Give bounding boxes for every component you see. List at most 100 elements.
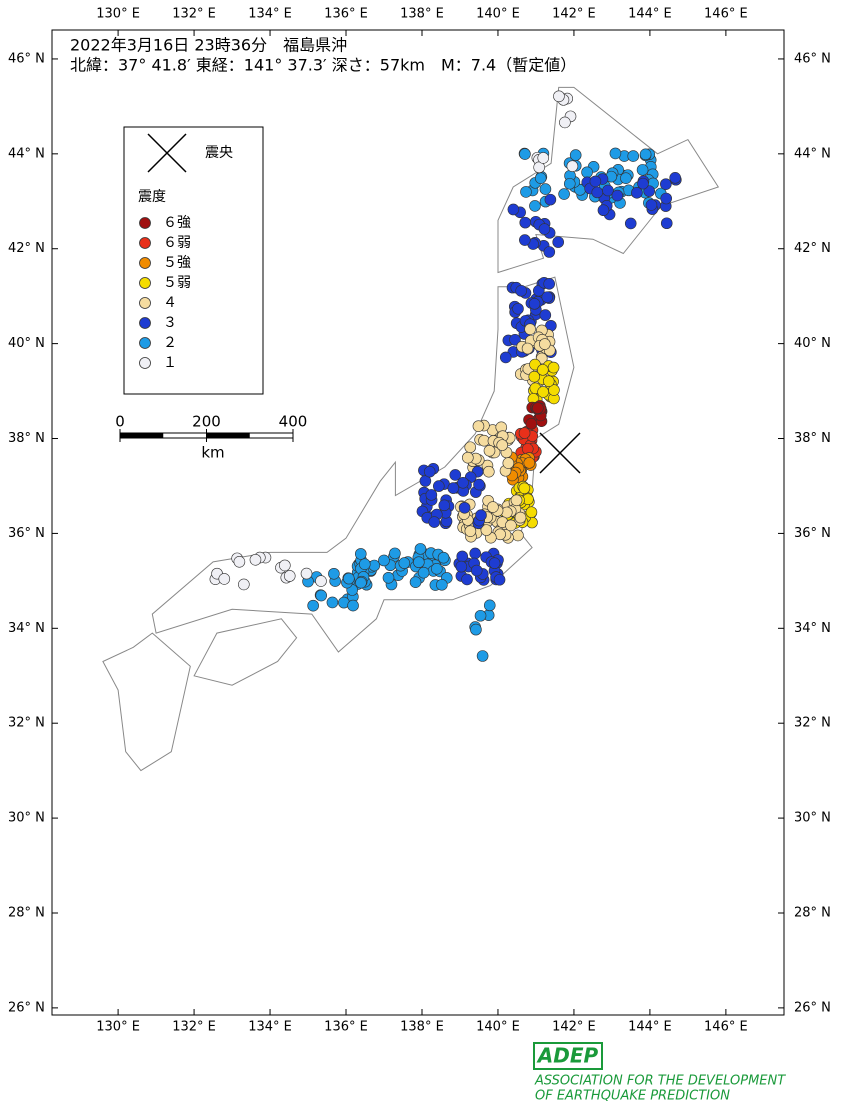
station-dot [423,465,436,478]
lat-label: 32° N [794,716,831,731]
station-dot [488,557,501,570]
lon-label: 132° E [172,7,216,22]
station-dot [547,361,560,374]
lat-label: 28° N [8,905,45,920]
lon-label: 140° E [476,7,520,22]
station-dot [474,609,487,622]
station-dot [218,573,231,585]
station-dot [475,509,487,521]
station-dot [487,501,499,513]
station-dot [462,451,474,464]
station-dot [563,177,576,190]
lon-label: 144° E [628,1020,672,1035]
station-dot [378,554,390,567]
logo-box [533,1042,603,1070]
legend-x [147,133,187,173]
lat-label: 40° N [794,336,831,351]
map-frame [51,29,785,1016]
station-dot [524,323,536,335]
legend-label: ２ [163,335,177,351]
epicenter-marker [539,432,581,474]
station-dot [457,476,469,489]
lon-label: 130° E [96,1020,140,1035]
station-dot [529,200,541,212]
station-dot [483,599,496,612]
station-dot [343,572,355,585]
station-dot [543,278,555,290]
station-dot [300,567,313,580]
station-dot [525,506,538,519]
lon-label: 146° E [704,7,748,22]
station-dot [602,184,614,197]
station-dot [525,418,538,430]
station-dot [449,469,462,481]
coast-outline [193,618,298,686]
station-dot [591,186,604,199]
station-dot [436,579,448,591]
station-dot [472,420,485,432]
station-dot [433,480,445,492]
station-dot [483,444,496,457]
station-dot [455,560,468,573]
lat-label: 46° N [794,51,831,66]
station-dot [539,183,552,195]
lat-label: 32° N [8,716,45,731]
station-dot [539,309,552,321]
station-dot [470,623,482,636]
station-dot [315,575,327,587]
station-dot [437,551,450,564]
station-dot [480,524,493,536]
station-dot [537,386,549,398]
logo: ADEP [536,1044,599,1068]
station-dot [476,650,489,662]
station-dot [499,351,512,364]
lat-label: 36° N [8,526,45,541]
station-dot [542,375,555,387]
station-dot [456,550,469,563]
lat-label: 30° N [794,811,831,826]
station-dot [358,558,371,570]
station-dot [514,511,527,524]
station-dot [496,439,509,451]
station-dot [430,563,443,575]
legend-label: ６弱 [163,235,191,251]
coast-outline [102,632,191,772]
legend-label: ５強 [163,255,191,271]
lon-label: 130° E [96,7,140,22]
station-dot [660,192,672,205]
lon-label: 144° E [628,7,672,22]
station-dot [537,364,549,376]
station-dot [539,338,551,350]
station-dot [637,177,649,190]
station-dot [611,189,624,202]
station-dot [425,489,438,501]
lat-label: 42° N [794,241,831,256]
lat-label: 26° N [8,1000,45,1015]
station-dots [209,90,682,662]
legend-swatch [139,257,151,269]
station-dot [413,556,425,569]
station-dot [283,570,296,582]
lon-label: 138° E [400,1020,444,1035]
legend-swatch [139,217,151,229]
legend-label: ５弱 [163,275,191,291]
legend-label: ３ [163,315,177,331]
station-dot [537,152,550,164]
station-dot [470,564,483,577]
lon-label: 146° E [704,1020,748,1035]
station-dot [624,217,637,230]
station-dot [409,576,422,588]
station-dot [509,333,521,346]
scale-label: 0 [115,413,125,431]
station-dot [566,160,579,172]
lat-label: 38° N [8,431,45,446]
station-dot [660,217,673,230]
station-dot [532,402,544,414]
station-dot [589,175,602,188]
legend-title: 震度 [138,189,166,205]
station-dot [645,199,658,211]
scale-label: 400 [279,413,308,431]
lon-label: 134° E [248,1020,292,1035]
legend-label: １ [163,355,177,371]
